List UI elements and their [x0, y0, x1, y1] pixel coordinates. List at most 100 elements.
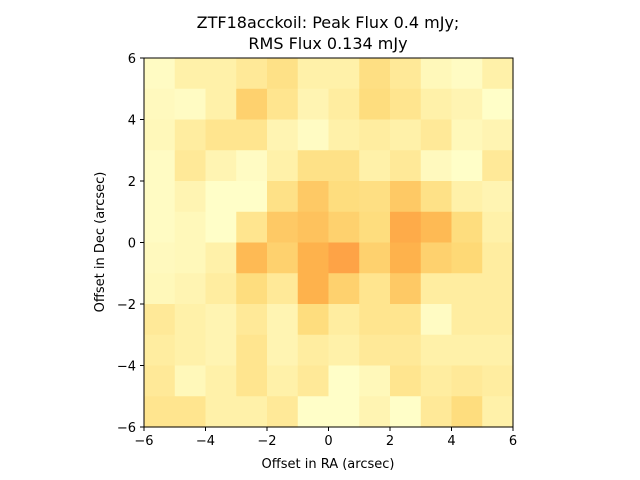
heatmap-cell [236, 273, 268, 305]
heatmap-cell [205, 242, 237, 274]
heatmap-cell [205, 150, 237, 182]
heatmap-cell [236, 304, 268, 336]
heatmap-cell [267, 119, 299, 151]
heatmap-cell [205, 396, 237, 428]
x-tick-label: 0 [324, 434, 332, 449]
heatmap-cell [328, 334, 360, 367]
heatmap-cell [328, 396, 360, 428]
heatmap-cell [359, 304, 391, 336]
heatmap-cell [144, 334, 176, 367]
x-tick-label: −6 [134, 434, 153, 449]
heatmap-cell [236, 119, 268, 151]
heatmap-cell [482, 304, 514, 336]
y-tick-label: −6 [117, 421, 136, 436]
heatmap-cell [451, 211, 483, 244]
heatmap-cell [267, 304, 299, 336]
heatmap-cell [205, 211, 237, 244]
heatmap-cell [205, 304, 237, 336]
heatmap-cell [174, 211, 207, 244]
heatmap-cell [390, 242, 422, 274]
y-axis-ticks: −6 −4 −2 0 2 4 6 [117, 52, 144, 436]
heatmap-cell [420, 181, 453, 213]
heatmap-cell [482, 88, 514, 121]
heatmap-cell [205, 58, 237, 90]
heatmap-cell [236, 242, 268, 274]
heatmap-cell [390, 88, 422, 121]
heatmap-cell [144, 88, 176, 121]
heatmap-cell [420, 58, 453, 90]
heatmap-cell [420, 211, 453, 244]
heatmap-cell [174, 365, 207, 397]
heatmap-cells [144, 58, 514, 428]
heatmap-cell [267, 273, 299, 305]
heatmap-cell [267, 396, 299, 428]
x-tick-label: 6 [509, 434, 517, 449]
heatmap-cell [359, 396, 391, 428]
heatmap-cell [359, 119, 391, 151]
heatmap-cell [267, 88, 299, 121]
y-tick-label: −2 [117, 298, 136, 313]
heatmap-cell [420, 150, 453, 182]
y-tick-label: 6 [128, 52, 136, 67]
heatmap-cell [420, 334, 453, 367]
heatmap-cell [267, 150, 299, 182]
x-axis-label: Offset in RA (arcsec) [262, 457, 395, 472]
heatmap-cell [420, 365, 453, 397]
heatmap-cell [297, 273, 330, 305]
heatmap-cell [451, 88, 483, 121]
heatmap-cell [297, 396, 330, 428]
heatmap-cell [482, 365, 514, 397]
chart-title-line2: RMS Flux 0.134 mJy [248, 34, 407, 53]
heatmap-cell [205, 88, 237, 121]
heatmap-cell [144, 211, 176, 244]
heatmap-cell [328, 119, 360, 151]
heatmap-cell [297, 334, 330, 367]
heatmap-cell [451, 334, 483, 367]
x-axis-ticks: −6 −4 −2 0 2 4 6 [134, 427, 517, 449]
y-tick-label: 2 [128, 175, 136, 190]
heatmap-cell [420, 88, 453, 121]
heatmap-cell [451, 242, 483, 274]
heatmap-cell [482, 396, 514, 428]
heatmap-cell [390, 304, 422, 336]
heatmap-cell [482, 211, 514, 244]
heatmap-cell [451, 181, 483, 213]
heatmap-cell [420, 119, 453, 151]
y-tick-label: 4 [128, 114, 136, 129]
heatmap-cell [205, 365, 237, 397]
heatmap-cell [359, 58, 391, 90]
heatmap-cell [359, 334, 391, 367]
heatmap-cell [144, 119, 176, 151]
heatmap-cell [328, 88, 360, 121]
heatmap-cell [144, 396, 176, 428]
heatmap-cell [482, 334, 514, 367]
heatmap-cell [420, 304, 453, 336]
heatmap-cell [328, 211, 360, 244]
heatmap-cell [236, 181, 268, 213]
heatmap-cell [267, 211, 299, 244]
heatmap-cell [359, 88, 391, 121]
heatmap-cell [144, 150, 176, 182]
x-tick-label: 2 [386, 434, 394, 449]
heatmap-cell [236, 150, 268, 182]
heatmap-cell [297, 58, 330, 90]
heatmap-cell [174, 88, 207, 121]
heatmap-cell [390, 273, 422, 305]
heatmap-cell [390, 181, 422, 213]
heatmap-cell [267, 181, 299, 213]
heatmap-cell [451, 150, 483, 182]
heatmap-cell [390, 119, 422, 151]
heatmap-cell [482, 273, 514, 305]
heatmap-cell [236, 211, 268, 244]
heatmap-cell [236, 365, 268, 397]
heatmap-cell [420, 396, 453, 428]
heatmap-cell [174, 119, 207, 151]
heatmap-cell [451, 396, 483, 428]
heatmap-cell [205, 181, 237, 213]
heatmap-cell [451, 304, 483, 336]
heatmap-cell [297, 150, 330, 182]
heatmap-cell [174, 150, 207, 182]
heatmap-cell [482, 119, 514, 151]
heatmap-cell [174, 181, 207, 213]
